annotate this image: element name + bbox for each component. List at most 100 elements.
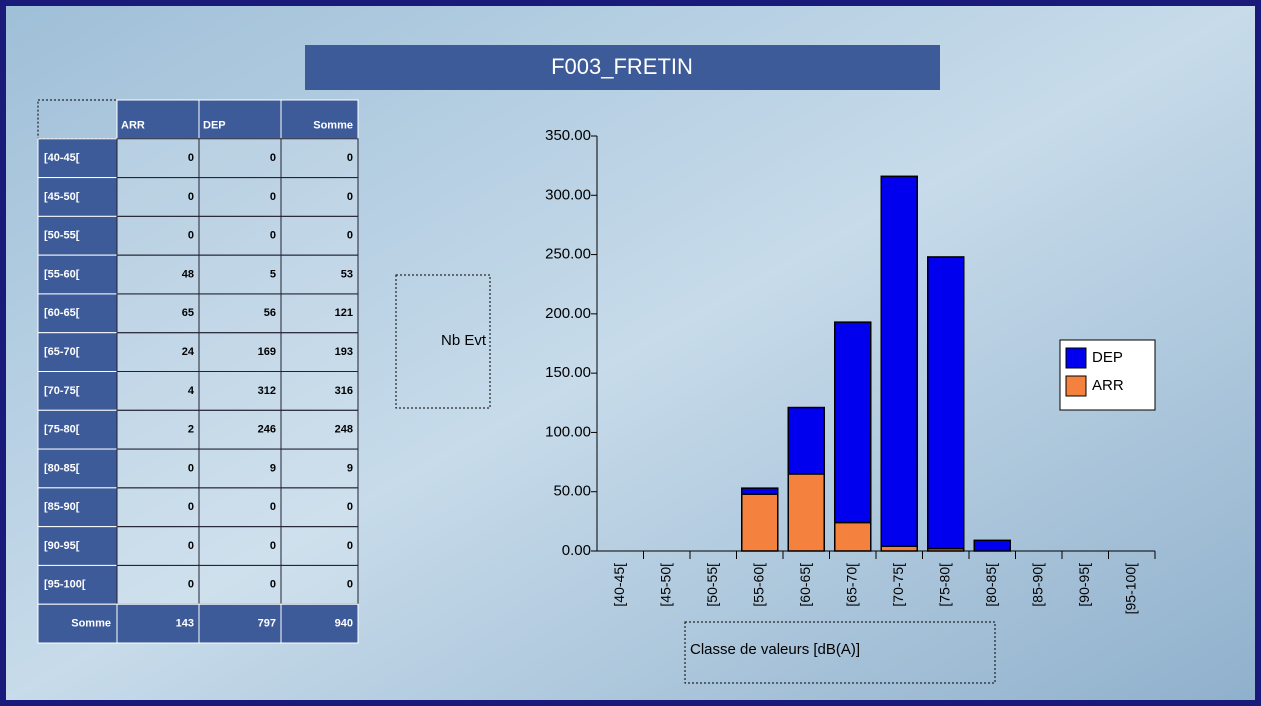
cell-value: 248 xyxy=(335,424,353,436)
dashboard: F003_FRETIN Nb Evt Classe de valeurs [dB… xyxy=(0,0,1261,706)
cell-value: 0 xyxy=(270,540,276,552)
bar-segment xyxy=(974,540,1010,551)
cell xyxy=(199,449,281,488)
row-header: [70-75[ xyxy=(44,385,80,397)
cell-value: 797 xyxy=(258,618,276,630)
row-header: [75-80[ xyxy=(44,424,80,436)
cell xyxy=(199,527,281,566)
cell xyxy=(117,178,199,217)
y-tick-label: 50.00 xyxy=(553,483,591,500)
cell xyxy=(117,372,199,411)
y-tick-label: 350.00 xyxy=(545,127,591,144)
cell-value: 9 xyxy=(347,462,353,474)
row-header: [90-95[ xyxy=(44,540,80,552)
x-tick-label: [95-100[ xyxy=(1122,563,1138,614)
cell-value: 0 xyxy=(270,579,276,591)
column-header: ARR xyxy=(121,119,145,131)
x-tick-label: [40-45[ xyxy=(611,563,627,607)
cell-value: 0 xyxy=(270,230,276,242)
cell xyxy=(117,527,199,566)
cell-value: 0 xyxy=(188,540,194,552)
cell xyxy=(117,410,199,449)
x-tick-label: [70-75[ xyxy=(890,563,906,607)
cell xyxy=(117,449,199,488)
bar-segment xyxy=(881,176,917,546)
bar-segment xyxy=(742,488,778,494)
column-header: DEP xyxy=(203,119,226,131)
bar-segment xyxy=(928,257,964,549)
x-tick-label: [50-55[ xyxy=(704,563,720,607)
x-tick-label: [85-90[ xyxy=(1029,563,1045,607)
row-header: Somme xyxy=(71,618,111,630)
cell-value: 169 xyxy=(258,346,276,358)
bar-segment xyxy=(788,408,824,474)
cell-value: 121 xyxy=(335,307,353,319)
row-header: [55-60[ xyxy=(44,268,80,280)
legend-swatch xyxy=(1066,348,1086,368)
cell-value: 53 xyxy=(341,268,353,280)
y-axis-label: Nb Evt xyxy=(441,332,487,349)
cell-value: 0 xyxy=(270,191,276,203)
y-tick-label: 200.00 xyxy=(545,305,591,322)
cell xyxy=(117,565,199,604)
x-tick-label: [45-50[ xyxy=(657,563,673,607)
x-tick-label: [65-70[ xyxy=(843,563,859,607)
y-tick-label: 150.00 xyxy=(545,364,591,381)
x-tick-label: [90-95[ xyxy=(1076,563,1092,607)
cell xyxy=(199,178,281,217)
cell-value: 0 xyxy=(188,501,194,513)
cell-value: 2 xyxy=(188,424,194,436)
cell-value: 0 xyxy=(270,501,276,513)
chart-title: F003_FRETIN xyxy=(551,54,693,79)
bar-segment xyxy=(788,474,824,551)
cell xyxy=(199,255,281,294)
column-header: Somme xyxy=(313,119,353,131)
cell-value: 143 xyxy=(176,618,194,630)
cell-value: 0 xyxy=(270,152,276,164)
cell xyxy=(117,216,199,255)
cell-value: 4 xyxy=(188,385,195,397)
cell-value: 0 xyxy=(188,579,194,591)
cell-value: 48 xyxy=(182,268,194,280)
row-header: [45-50[ xyxy=(44,191,80,203)
bar-segment xyxy=(742,494,778,551)
cell-value: 312 xyxy=(258,385,276,397)
table: ARR DEP Somme [40-45[ 0 0 0 [45-50[ 0 0 0 [50-55[ 0 0… xyxy=(38,100,358,643)
cell-value: 0 xyxy=(347,191,353,203)
cell-value: 246 xyxy=(258,424,276,436)
cell-value: 56 xyxy=(264,307,276,319)
cell-value: 0 xyxy=(347,540,353,552)
bar-segment xyxy=(835,523,871,551)
legend-swatch xyxy=(1066,376,1086,396)
cell-value: 0 xyxy=(188,230,194,242)
cell xyxy=(117,488,199,527)
cell-value: 9 xyxy=(270,462,276,474)
x-axis-label: Classe de valeurs [dB(A)] xyxy=(690,641,860,658)
cell-value: 0 xyxy=(347,152,353,164)
x-tick-label: [75-80[ xyxy=(936,563,952,607)
y-tick-label: 100.00 xyxy=(545,423,591,440)
x-tick-label: [80-85[ xyxy=(983,563,999,607)
cell-value: 316 xyxy=(335,385,353,397)
cell-value: 0 xyxy=(347,230,353,242)
row-header: [80-85[ xyxy=(44,462,80,474)
cell-value: 5 xyxy=(270,268,276,280)
legend-label: ARR xyxy=(1092,377,1124,394)
row-header: [40-45[ xyxy=(44,152,80,164)
cell-value: 193 xyxy=(335,346,353,358)
cell-value: 24 xyxy=(182,346,195,358)
row-header: [50-55[ xyxy=(44,230,80,242)
bar-segment xyxy=(835,322,871,522)
cell-value: 0 xyxy=(188,191,194,203)
y-tick-label: 300.00 xyxy=(545,186,591,203)
legend-label: DEP xyxy=(1092,349,1123,366)
cell xyxy=(199,565,281,604)
y-tick-label: 0.00 xyxy=(562,542,591,559)
cell xyxy=(199,139,281,178)
cell-value: 0 xyxy=(347,501,353,513)
cell-value: 0 xyxy=(188,462,194,474)
row-header: [65-70[ xyxy=(44,346,80,358)
cell-value: 0 xyxy=(188,152,194,164)
x-tick-label: [55-60[ xyxy=(750,563,766,607)
cell-value: 940 xyxy=(335,618,353,630)
